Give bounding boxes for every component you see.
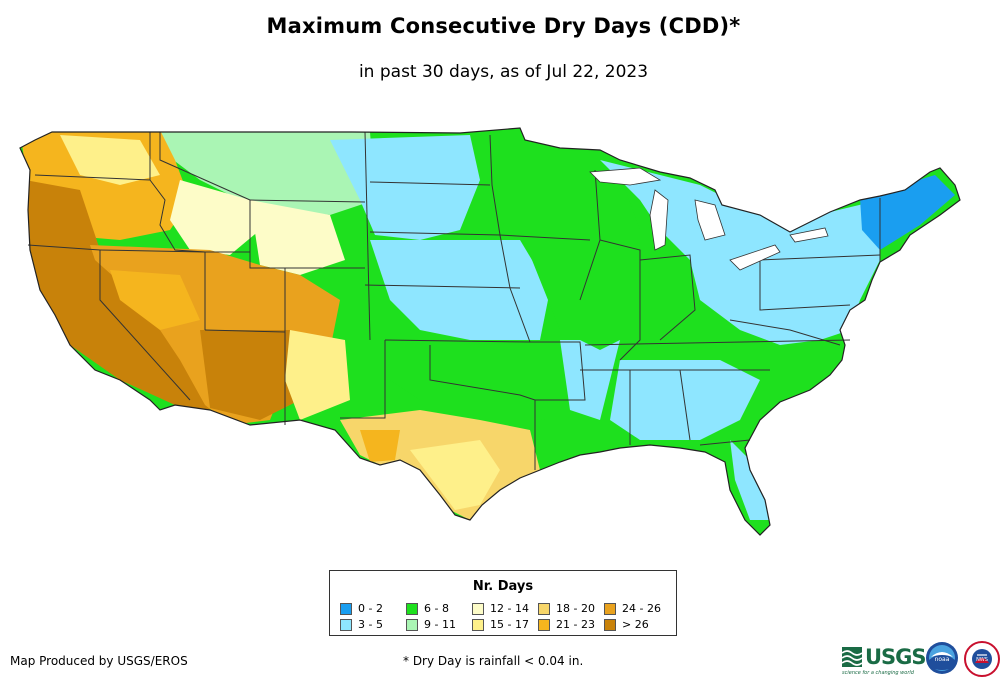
nws-logo-icon: NWS — [964, 641, 1000, 677]
legend-label: > 26 — [622, 618, 649, 631]
border-id — [149, 132, 206, 253]
zone-dakotas — [330, 135, 480, 240]
border-sd-ne — [369, 231, 501, 236]
legend-swatch — [406, 602, 418, 615]
lake-superior — [589, 167, 662, 186]
border-ca-nv — [99, 250, 191, 401]
map-title: Maximum Consecutive Dry Days (CDD)* — [266, 14, 741, 38]
border-al-ga — [679, 369, 691, 441]
legend-entry: 18 - 20 — [538, 601, 604, 616]
border-or-ca — [27, 244, 101, 251]
map-credit: Map Produced by USGS/EROS — [10, 654, 188, 668]
zone-west-texas — [360, 430, 400, 462]
zone-northeast — [600, 160, 880, 345]
zone-wyoming — [170, 180, 260, 255]
legend-entry: 3 - 5 — [340, 617, 406, 632]
dryness-zones — [20, 128, 960, 535]
legend-swatch — [472, 602, 484, 615]
legend-entry: 9 - 11 — [406, 617, 472, 632]
noaa-logo-icon: noaa — [926, 642, 958, 674]
legend-swatch — [538, 618, 550, 631]
legend-entry: 15 - 17 — [472, 617, 538, 632]
legend-label: 18 - 20 — [556, 602, 595, 615]
legend: Nr. Days 0 - 2 6 - 8 12 - 14 18 - 20 24 … — [329, 570, 677, 636]
us-map — [19, 127, 961, 536]
legend-entry: > 26 — [604, 617, 670, 632]
nws-logo-text: NWS — [976, 657, 988, 663]
legend-entry: 21 - 23 — [538, 617, 604, 632]
noaa-logo-text: noaa — [935, 656, 950, 663]
map-subtitle: in past 30 days, as of Jul 22, 2023 — [358, 62, 649, 82]
border-co — [249, 200, 365, 269]
legend-label: 0 - 2 — [358, 602, 383, 615]
zone-florida — [730, 440, 770, 520]
border-ne-ks — [364, 284, 521, 289]
legend-label: 15 - 17 — [490, 618, 529, 631]
border-wy-sd — [249, 199, 366, 203]
dry-day-footnote: * Dry Day is rainfall < 0.04 in. — [403, 654, 584, 668]
zone-southeast — [610, 360, 760, 440]
legend-label: 9 - 11 — [424, 618, 456, 631]
usgs-tagline: science for a changing world — [842, 670, 914, 676]
legend-grid: 0 - 2 6 - 8 12 - 14 18 - 20 24 - 26 3 - … — [340, 601, 676, 632]
legend-swatch — [604, 618, 616, 631]
zone-nw-yellow — [60, 135, 160, 185]
legend-swatch — [604, 602, 616, 615]
border-ut-az — [204, 329, 286, 333]
zone-south-texas — [410, 440, 500, 510]
legend-title: Nr. Days — [472, 579, 534, 594]
border-ks-ok — [384, 339, 531, 343]
border-pa-ny — [759, 254, 881, 261]
legend-label: 24 - 26 — [622, 602, 661, 615]
zone-nevada — [110, 270, 200, 330]
zone-california — [25, 180, 210, 410]
legend-label: 6 - 8 — [424, 602, 449, 615]
border-ok-tx — [429, 345, 536, 470]
legend-entry: 6 - 8 — [406, 601, 472, 616]
border-ar — [530, 341, 586, 401]
zone-midwest — [520, 170, 640, 350]
state-borders — [27, 131, 881, 470]
legend-swatch — [406, 618, 418, 631]
zone-colorado-north — [250, 200, 345, 275]
legend-swatch — [472, 618, 484, 631]
legend-entry: 12 - 14 — [472, 601, 538, 616]
lake-ontario — [789, 227, 829, 243]
border-mt — [159, 132, 251, 201]
border-pa-south — [759, 260, 851, 311]
border-tn-ky — [584, 339, 851, 346]
great-lakes — [589, 167, 829, 271]
legend-entry: 0 - 2 — [340, 601, 406, 616]
legend-swatch — [538, 602, 550, 615]
agency-logos: USGS science for a changing world noaa N… — [842, 637, 1007, 691]
border-fl — [699, 439, 751, 446]
zone-north-plains — [160, 132, 375, 215]
border-il-in — [599, 239, 641, 361]
border-ia-mn — [499, 234, 591, 241]
legend-entry: 24 - 26 — [604, 601, 670, 616]
lake-michigan — [649, 189, 669, 251]
usgs-logo: USGS — [842, 644, 927, 670]
usgs-wordmark: USGS — [865, 645, 927, 669]
legend-swatch — [340, 602, 352, 615]
zone-new-mexico — [285, 330, 350, 420]
legend-swatch — [340, 618, 352, 631]
lake-erie — [729, 244, 781, 271]
zone-oklahoma — [390, 340, 545, 420]
border-tx-nm — [340, 340, 386, 419]
border-great-plains-west — [364, 131, 371, 341]
zone-arizona — [200, 330, 300, 420]
border-in-oh — [639, 254, 696, 341]
map-area — [19, 127, 961, 536]
border-va — [729, 319, 841, 346]
legend-label: 12 - 14 — [490, 602, 529, 615]
usgs-wave-icon — [842, 647, 862, 667]
legend-label: 21 - 23 — [556, 618, 595, 631]
border-nd-sd — [369, 181, 491, 186]
zone-kansas-nebraska — [370, 240, 550, 340]
lake-huron — [694, 199, 726, 241]
legend-label: 3 - 5 — [358, 618, 383, 631]
border-wa-or — [34, 174, 151, 181]
